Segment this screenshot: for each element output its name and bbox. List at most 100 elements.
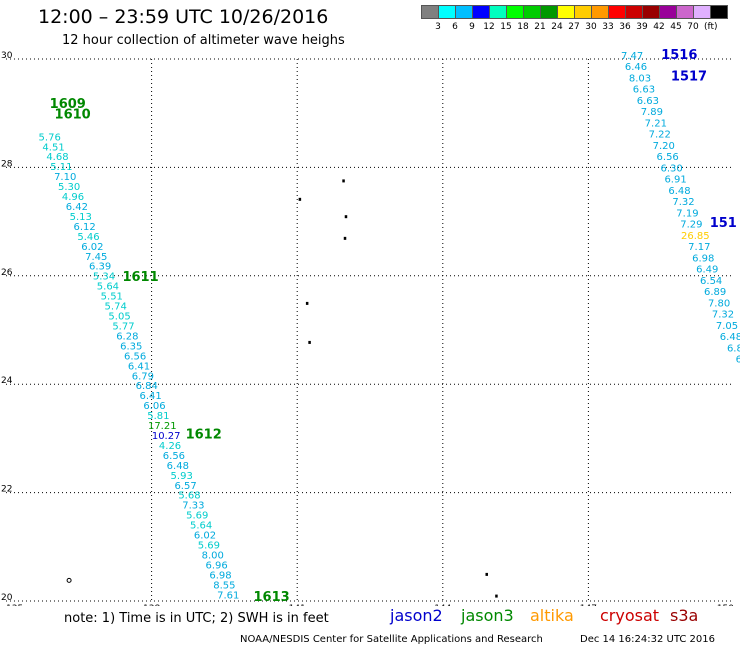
wave-height-value: 5.69: [198, 541, 220, 552]
scale-label: 33: [602, 22, 614, 32]
scale-label: 27: [568, 22, 580, 32]
scale-label: 3: [435, 22, 441, 32]
pass-number-label: 1611: [122, 270, 158, 285]
wave-height-value: 6.42: [66, 202, 88, 213]
wave-height-value: 8.55: [213, 580, 235, 591]
map-grid: [6, 58, 734, 602]
wave-height-value: 5.64: [97, 282, 119, 293]
wave-height-value: 26.85: [681, 231, 710, 242]
map-subtitle: 12 hour collection of altimeter wave hei…: [62, 33, 345, 48]
wave-height-value: 7.33: [182, 501, 204, 512]
wave-height-value: 5.46: [77, 232, 99, 243]
wave-height-value: 6.98: [209, 570, 231, 581]
wave-height-value: 7.47: [621, 51, 643, 62]
wave-height-value: 5.30: [58, 182, 80, 193]
pass-number-label: 1612: [186, 427, 222, 442]
scale-label: 9: [469, 22, 475, 32]
wave-height-value: 8.03: [629, 73, 651, 84]
y-tick-label: 26: [1, 268, 13, 278]
pass-number-label: 151: [710, 216, 737, 231]
x-tick-label: 135: [6, 604, 23, 606]
island-marker: [343, 236, 347, 240]
wave-height-value: 5.77: [112, 321, 134, 332]
pass-number-label: 1516: [661, 48, 697, 63]
wave-height-value: 6.96: [206, 560, 228, 571]
wave-height-value: 10.27: [152, 431, 181, 442]
footnote: note: 1) Time is in UTC; 2) SWH is in fe…: [64, 611, 329, 626]
scale-label: 12: [483, 22, 495, 32]
wave-height-value: 6.41: [139, 391, 161, 402]
altimeter-tracks: 5.764.514.685.117.105.304.966.425.136.12…: [39, 51, 740, 601]
pass-number-label: 1517: [671, 70, 707, 85]
wave-height-value: 6.54: [700, 276, 722, 287]
x-tick-label: 147: [580, 604, 597, 606]
island-marker: [305, 301, 309, 305]
wave-height-value: 6.91: [664, 175, 686, 186]
wave-height-value: 6.06: [143, 401, 165, 412]
pass-number-label: 1613: [254, 590, 290, 605]
wave-height-value: 6: [736, 355, 740, 366]
wave-height-value: 17.21: [148, 421, 177, 432]
wave-height-value: 7.29: [680, 220, 702, 231]
scale-label: 70: [687, 22, 699, 32]
wave-height-value: 6.56: [163, 451, 185, 462]
wave-height-value: 7.17: [688, 242, 710, 253]
wave-height-value: 6.56: [657, 152, 679, 163]
wave-height-value: 4.26: [159, 441, 181, 452]
x-tick-label: 141: [289, 604, 306, 606]
wave-height-value: 6.12: [73, 222, 95, 233]
wave-height-value: 6.46: [625, 62, 647, 73]
satellite-legend-jason3: jason3: [461, 606, 514, 625]
wave-height-value: 6.39: [89, 262, 111, 273]
wave-height-value: 6.63: [637, 96, 659, 107]
scale-label: 6: [452, 22, 458, 32]
wave-height-value: 6.8: [727, 343, 740, 354]
pass-number-label: 1610: [55, 108, 91, 123]
wave-height-value: 6.48: [720, 332, 740, 343]
scale-label: 45: [670, 22, 682, 32]
pass-number-label: 1609: [50, 97, 86, 112]
satellite-legend-s3a: s3a: [670, 606, 699, 625]
satellite-legend-jason2: jason2: [390, 606, 443, 625]
wave-height-value: 5.69: [186, 511, 208, 522]
wave-height-value: 5.05: [108, 312, 130, 323]
wave-height-value: 6.41: [128, 361, 150, 372]
wave-height-value: 6.84: [136, 381, 158, 392]
wave-height-value: 5.51: [101, 292, 123, 303]
wave-height-value: 6.89: [704, 287, 726, 298]
island-marker: [66, 577, 72, 583]
wave-height-value: 7.45: [85, 252, 107, 263]
y-tick-label: 24: [1, 376, 13, 386]
wave-height-map[interactable]: 135138141144147150202224262830 5.764.514…: [0, 0, 740, 606]
wave-height-value: 4.96: [62, 192, 84, 203]
wave-height-value: 6.63: [633, 85, 655, 96]
y-tick-label: 28: [1, 159, 13, 169]
wave-height-value: 6.48: [668, 186, 690, 197]
scale-label: 21: [534, 22, 546, 32]
wave-height-value: 6.57: [174, 481, 196, 492]
wave-height-value: 5.64: [190, 521, 212, 532]
x-tick-label: 150: [717, 604, 734, 606]
scale-label: 39: [636, 22, 648, 32]
island-marker: [308, 340, 311, 344]
island-marker: [495, 594, 498, 598]
wave-height-value: 6.48: [167, 461, 189, 472]
wave-height-value: 7.80: [708, 298, 730, 309]
wave-height-value: 6.02: [194, 531, 216, 542]
wave-height-value: 4.51: [42, 142, 64, 153]
wave-height-value: 7.05: [716, 321, 738, 332]
wave-height-value: 8.00: [202, 550, 224, 561]
credit-line: NOAA/NESDIS Center for Satellite Applica…: [240, 634, 543, 645]
wave-height-value: 7.20: [653, 141, 675, 152]
wave-height-value: 4.68: [46, 152, 68, 163]
wave-height-value: 5.74: [105, 302, 127, 313]
y-tick-label: 30: [1, 51, 13, 61]
island-markers: [66, 179, 498, 598]
scale-label: 15: [500, 22, 512, 32]
wave-height-value: 6.56: [124, 351, 146, 362]
wave-height-value: 7.61: [217, 590, 239, 601]
generated-timestamp: Dec 14 16:24:32 UTC 2016: [580, 634, 715, 645]
wave-height-value: 6.35: [120, 341, 142, 352]
island-marker: [298, 197, 302, 201]
